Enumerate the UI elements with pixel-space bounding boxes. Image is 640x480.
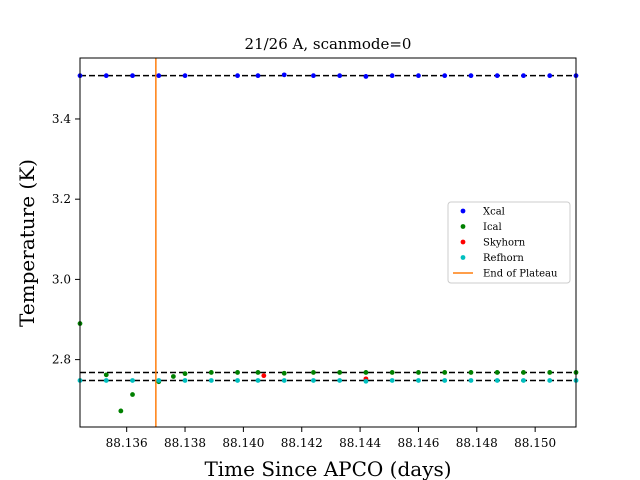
data-point [311, 378, 316, 383]
x-tick-label: 88.146 [397, 436, 439, 450]
legend-label: End of Plateau [483, 269, 558, 280]
data-point [103, 372, 109, 378]
y-tick-label: 2.8 [52, 353, 71, 367]
x-tick-label: 88.136 [106, 436, 148, 450]
data-point [442, 73, 448, 79]
data-point [337, 370, 343, 375]
data-point [442, 378, 448, 383]
data-point [281, 72, 287, 78]
data-point [416, 378, 421, 383]
x-tick-label: 88.148 [456, 436, 498, 450]
data-point [521, 73, 526, 79]
data-point [389, 378, 395, 383]
legend-label: Xcal [483, 207, 505, 218]
legend-marker [460, 255, 466, 260]
legend: Xcal Ical Skyhorn Refhorn End of Plateau [447, 201, 571, 284]
data-point [261, 373, 267, 379]
data-point [182, 73, 188, 79]
data-point [170, 374, 176, 379]
x-tick-label: 88.138 [164, 436, 206, 450]
y-tick-label: 3.0 [52, 272, 71, 286]
data-point [337, 378, 343, 383]
legend-marker [460, 239, 466, 245]
data-point [311, 370, 316, 375]
data-point [235, 370, 240, 375]
series-ical [77, 321, 579, 414]
data-point [130, 392, 135, 397]
data-point [156, 378, 162, 383]
data-point [103, 73, 109, 79]
data-point [389, 370, 395, 375]
data-point [156, 73, 162, 79]
data-point [255, 73, 261, 79]
y-tick-label: 3.2 [52, 192, 71, 206]
x-tick-label: 88.144 [339, 436, 381, 450]
data-point [363, 378, 369, 384]
legend-entry: Refhorn [460, 253, 524, 264]
data-points [77, 72, 579, 414]
data-point [182, 378, 188, 383]
x-tick-label: 88.150 [514, 436, 556, 450]
axes-frame [79, 57, 577, 428]
data-point [281, 378, 287, 383]
legend-entry: Ical [460, 222, 502, 233]
data-point [235, 378, 240, 383]
data-point [547, 370, 553, 375]
data-point [494, 378, 500, 383]
data-point [255, 370, 261, 375]
data-point [468, 378, 474, 383]
data-point [363, 74, 369, 79]
data-point [389, 73, 395, 79]
data-point [521, 370, 526, 375]
data-point [468, 73, 474, 79]
y-tick-label: 3.4 [52, 112, 71, 126]
legend-entry: Skyhorn [460, 238, 526, 249]
legend-box [447, 201, 571, 284]
data-point [311, 73, 316, 79]
data-point [363, 370, 369, 375]
data-point [521, 378, 526, 383]
x-tick-label: 88.140 [222, 436, 264, 450]
data-point [182, 371, 188, 377]
legend-label: Refhorn [483, 253, 524, 264]
data-point [208, 378, 214, 383]
data-point [235, 73, 240, 79]
series-xcal [77, 72, 579, 79]
data-point [103, 378, 109, 383]
data-point [416, 370, 421, 375]
data-point [468, 370, 474, 375]
series-refhorn [77, 378, 579, 384]
legend-entry: End of Plateau [453, 269, 558, 280]
y-axis-label: Temperature (K) [15, 159, 39, 327]
data-point [118, 408, 124, 414]
data-point [494, 73, 500, 79]
data-point [130, 73, 135, 79]
x-axis-label: Time Since APCO (days) [204, 457, 451, 480]
data-point [255, 378, 261, 383]
legend-marker [460, 224, 466, 229]
x-tick-label: 88.142 [281, 436, 323, 450]
legend-label: Ical [483, 222, 502, 233]
legend-label: Skyhorn [483, 238, 526, 249]
data-point [494, 370, 500, 375]
reference-lines [80, 74, 576, 382]
data-point [281, 370, 287, 376]
data-point [547, 73, 553, 79]
plot-area [77, 57, 579, 428]
data-point [337, 73, 343, 79]
legend-marker [460, 208, 466, 214]
data-point [130, 378, 135, 383]
data-point [416, 73, 421, 79]
x-axis-ticks: 88.136 88.138 88.140 88.142 88.144 88.146 88.1… [106, 427, 556, 450]
legend-entry: Xcal [460, 207, 505, 218]
y-axis-ticks: 2.8 3.0 3.2 3.4 [52, 112, 80, 367]
data-point [442, 370, 448, 375]
chart-title: 21/26 A, scanmode=0 [245, 35, 412, 53]
data-point [547, 378, 553, 383]
data-point [208, 370, 214, 375]
